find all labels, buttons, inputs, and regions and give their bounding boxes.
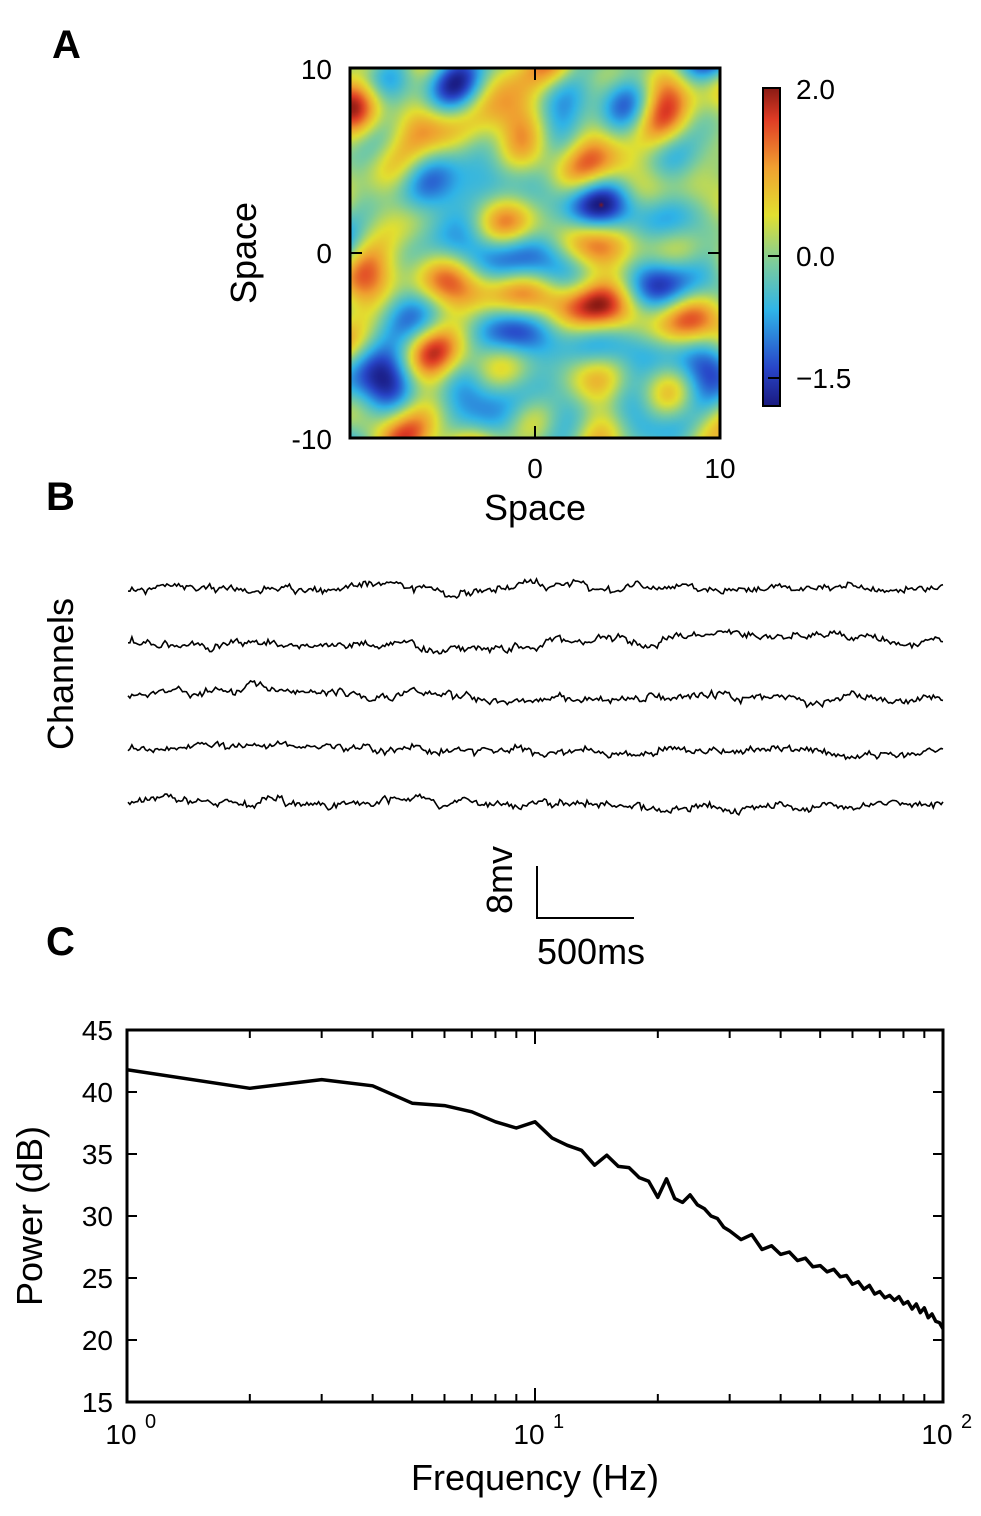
panel-a: A 10 0 -10 0 10 Space Space 2.0 0.0 −1.5 [52, 23, 851, 528]
y-tick-label: 15 [82, 1387, 113, 1418]
panel-letter-a: A [52, 23, 81, 67]
colorbar-tick-label: −1.5 [796, 363, 851, 394]
spectrum-y-axis-label: Power (dB) [9, 1126, 50, 1306]
heatmap-y-tick-label: -10 [292, 424, 332, 455]
scale-bar-voltage-label: 8mv [479, 846, 520, 914]
colorbar [762, 87, 781, 407]
x-tick-exponent: 2 [961, 1411, 972, 1433]
panel-letter-c: C [46, 920, 75, 964]
x-tick-exponent: 0 [145, 1411, 156, 1433]
spectrum-x-axis-label: Frequency (Hz) [411, 1457, 659, 1498]
panel-letter-b: B [46, 475, 75, 519]
heatmap-y-tick-label: 10 [301, 54, 332, 85]
heatmap-x-tick-label: 0 [527, 453, 543, 484]
spectrum-ticks: 15 20 25 30 35 40 45 10 0 10 1 10 2 [82, 1015, 972, 1450]
heatmap-y-tick-label: 0 [316, 238, 332, 269]
scale-bar [536, 866, 634, 919]
heatmap-x-axis-label: Space [484, 487, 586, 528]
channel-trace [128, 628, 944, 655]
traces-group [127, 577, 944, 817]
channel-trace [127, 793, 944, 817]
channel-trace [127, 577, 944, 600]
colorbar-tick-label: 0.0 [796, 241, 835, 272]
heatmap-y-axis-label: Space [223, 202, 264, 304]
colorbar-tick-label: 2.0 [796, 74, 835, 105]
channel-trace [127, 739, 944, 761]
y-tick-label: 20 [82, 1325, 113, 1356]
y-tick-label: 40 [82, 1077, 113, 1108]
panel-b: B Channels 8mv 500ms [40, 475, 944, 972]
y-tick-label: 30 [82, 1201, 113, 1232]
spectrum-plot-frame [125, 1028, 945, 1404]
y-tick-label: 25 [82, 1263, 113, 1294]
heatmap-frame [350, 68, 720, 438]
spectrum-line [127, 1067, 943, 1330]
heatmap [350, 68, 720, 438]
channel-trace [127, 679, 944, 709]
panel-c: C 15 20 25 30 35 40 45 10 0 10 1 10 2 Frequency (Hz)… [9, 920, 972, 1498]
scale-bar-time-label: 500ms [537, 931, 645, 972]
x-tick-label: 10 [921, 1419, 952, 1450]
heatmap-x-tick-label: 10 [704, 453, 735, 484]
y-tick-label: 35 [82, 1139, 113, 1170]
x-tick-label: 10 [513, 1419, 544, 1450]
x-tick-exponent: 1 [553, 1411, 564, 1433]
channels-axis-label: Channels [40, 598, 81, 750]
y-tick-label: 45 [82, 1015, 113, 1046]
x-tick-label: 10 [105, 1419, 136, 1450]
